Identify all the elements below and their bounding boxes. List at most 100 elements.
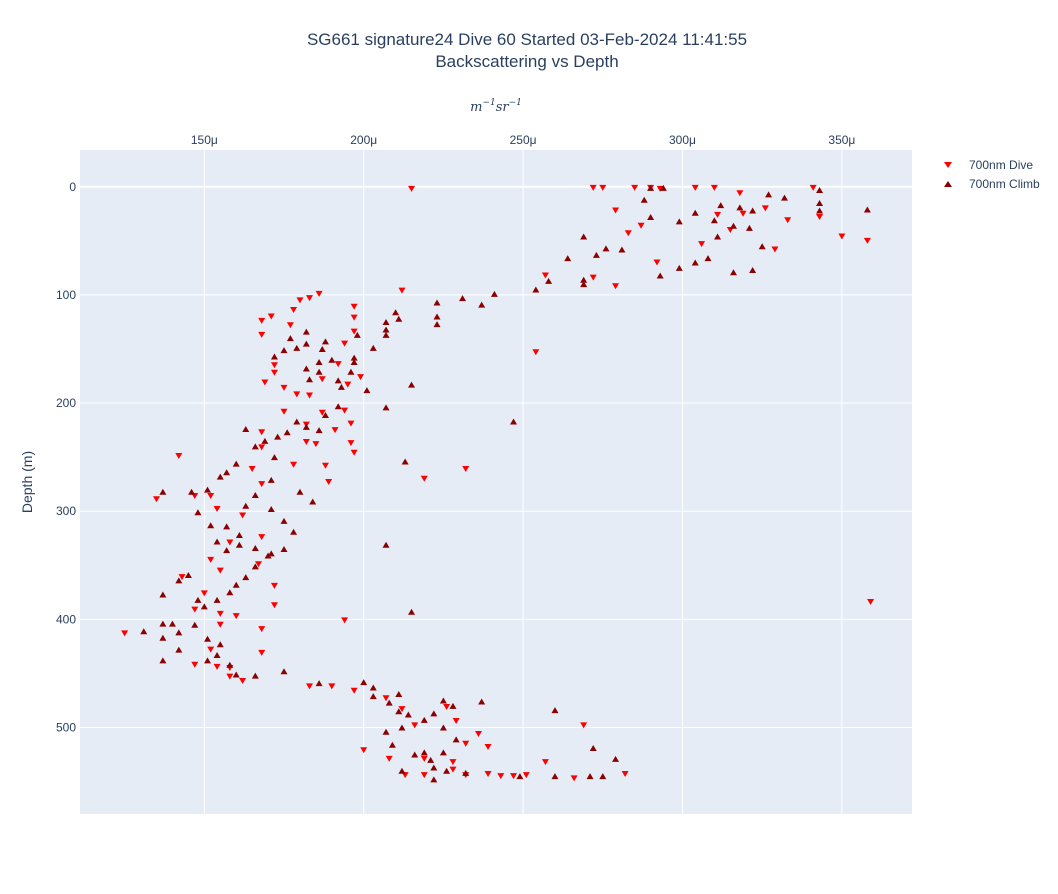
data-point[interactable] xyxy=(771,246,779,253)
data-point[interactable] xyxy=(350,314,358,321)
data-point[interactable] xyxy=(280,517,288,524)
data-point[interactable] xyxy=(309,498,317,505)
data-point[interactable] xyxy=(280,668,288,675)
data-point[interactable] xyxy=(497,773,505,780)
data-point[interactable] xyxy=(350,328,358,335)
data-point[interactable] xyxy=(350,354,358,361)
data-point[interactable] xyxy=(315,680,323,687)
data-point[interactable] xyxy=(867,599,875,606)
data-point[interactable] xyxy=(484,770,492,777)
data-point[interactable] xyxy=(296,488,304,495)
data-point[interactable] xyxy=(675,218,683,225)
data-point[interactable] xyxy=(302,423,310,430)
data-point[interactable] xyxy=(761,205,769,212)
data-point[interactable] xyxy=(439,724,447,731)
data-point[interactable] xyxy=(267,313,275,320)
data-point[interactable] xyxy=(545,277,553,284)
data-point[interactable] xyxy=(213,663,221,670)
data-point[interactable] xyxy=(261,379,269,386)
data-point[interactable] xyxy=(251,544,259,551)
data-point[interactable] xyxy=(286,322,294,329)
legend-item-climb[interactable]: 700nm Climb xyxy=(944,177,1040,191)
data-point[interactable] xyxy=(698,241,706,248)
data-point[interactable] xyxy=(433,321,441,328)
data-point[interactable] xyxy=(398,706,406,713)
data-point[interactable] xyxy=(337,383,345,390)
data-point[interactable] xyxy=(420,749,428,756)
data-point[interactable] xyxy=(232,581,240,588)
data-point[interactable] xyxy=(312,441,320,448)
data-point[interactable] xyxy=(270,602,278,609)
data-point[interactable] xyxy=(341,340,349,347)
data-point[interactable] xyxy=(223,469,231,476)
data-point[interactable] xyxy=(280,384,288,391)
data-point[interactable] xyxy=(637,222,645,229)
data-point[interactable] xyxy=(816,187,824,194)
data-point[interactable] xyxy=(270,362,278,369)
data-point[interactable] xyxy=(216,610,224,617)
data-point[interactable] xyxy=(624,230,632,237)
data-point[interactable] xyxy=(612,207,620,214)
data-point[interactable] xyxy=(232,613,240,620)
data-point[interactable] xyxy=(280,546,288,553)
data-point[interactable] xyxy=(184,572,192,579)
data-point[interactable] xyxy=(478,301,486,308)
data-point[interactable] xyxy=(717,202,725,209)
data-point[interactable] xyxy=(200,603,208,610)
data-point[interactable] xyxy=(290,307,298,314)
data-point[interactable] xyxy=(216,641,224,648)
data-point[interactable] xyxy=(490,290,498,297)
data-point[interactable] xyxy=(388,741,396,748)
data-point[interactable] xyxy=(226,539,234,546)
data-point[interactable] xyxy=(510,418,518,425)
data-point[interactable] xyxy=(385,755,393,762)
data-point[interactable] xyxy=(580,233,588,240)
data-point[interactable] xyxy=(838,233,846,240)
data-point[interactable] xyxy=(398,767,406,774)
data-point[interactable] xyxy=(321,462,329,469)
data-point[interactable] xyxy=(392,309,400,316)
data-point[interactable] xyxy=(653,259,661,266)
data-point[interactable] xyxy=(153,496,161,503)
data-point[interactable] xyxy=(334,403,342,410)
data-point[interactable] xyxy=(398,287,406,294)
data-point[interactable] xyxy=(439,749,447,756)
data-point[interactable] xyxy=(175,453,183,460)
data-point[interactable] xyxy=(382,331,390,338)
data-point[interactable] xyxy=(780,194,788,201)
data-point[interactable] xyxy=(267,550,275,557)
data-point[interactable] xyxy=(207,646,215,653)
data-point[interactable] xyxy=(714,211,722,218)
data-point[interactable] xyxy=(592,251,600,258)
data-point[interactable] xyxy=(159,591,167,598)
data-point[interactable] xyxy=(239,677,247,684)
data-point[interactable] xyxy=(258,481,266,488)
data-point[interactable] xyxy=(522,772,530,779)
data-point[interactable] xyxy=(408,381,416,388)
data-point[interactable] xyxy=(659,184,667,191)
data-point[interactable] xyxy=(427,756,435,763)
data-point[interactable] xyxy=(251,672,259,679)
data-point[interactable] xyxy=(328,356,336,363)
data-point[interactable] xyxy=(369,693,377,700)
data-point[interactable] xyxy=(443,767,451,774)
data-point[interactable] xyxy=(318,409,326,416)
data-point[interactable] xyxy=(235,531,243,538)
data-point[interactable] xyxy=(462,466,470,473)
data-point[interactable] xyxy=(350,687,358,694)
data-point[interactable] xyxy=(270,353,278,360)
data-point[interactable] xyxy=(449,766,457,773)
data-point[interactable] xyxy=(248,466,256,473)
data-point[interactable] xyxy=(510,773,518,780)
data-point[interactable] xyxy=(306,392,314,399)
data-point[interactable] xyxy=(280,408,288,415)
data-point[interactable] xyxy=(242,574,250,581)
data-point[interactable] xyxy=(261,437,269,444)
data-point[interactable] xyxy=(353,331,361,338)
data-point[interactable] xyxy=(382,695,390,702)
data-point[interactable] xyxy=(382,541,390,548)
data-point[interactable] xyxy=(341,407,349,414)
data-point[interactable] xyxy=(213,652,221,659)
data-point[interactable] xyxy=(315,427,323,434)
data-point[interactable] xyxy=(255,561,263,568)
